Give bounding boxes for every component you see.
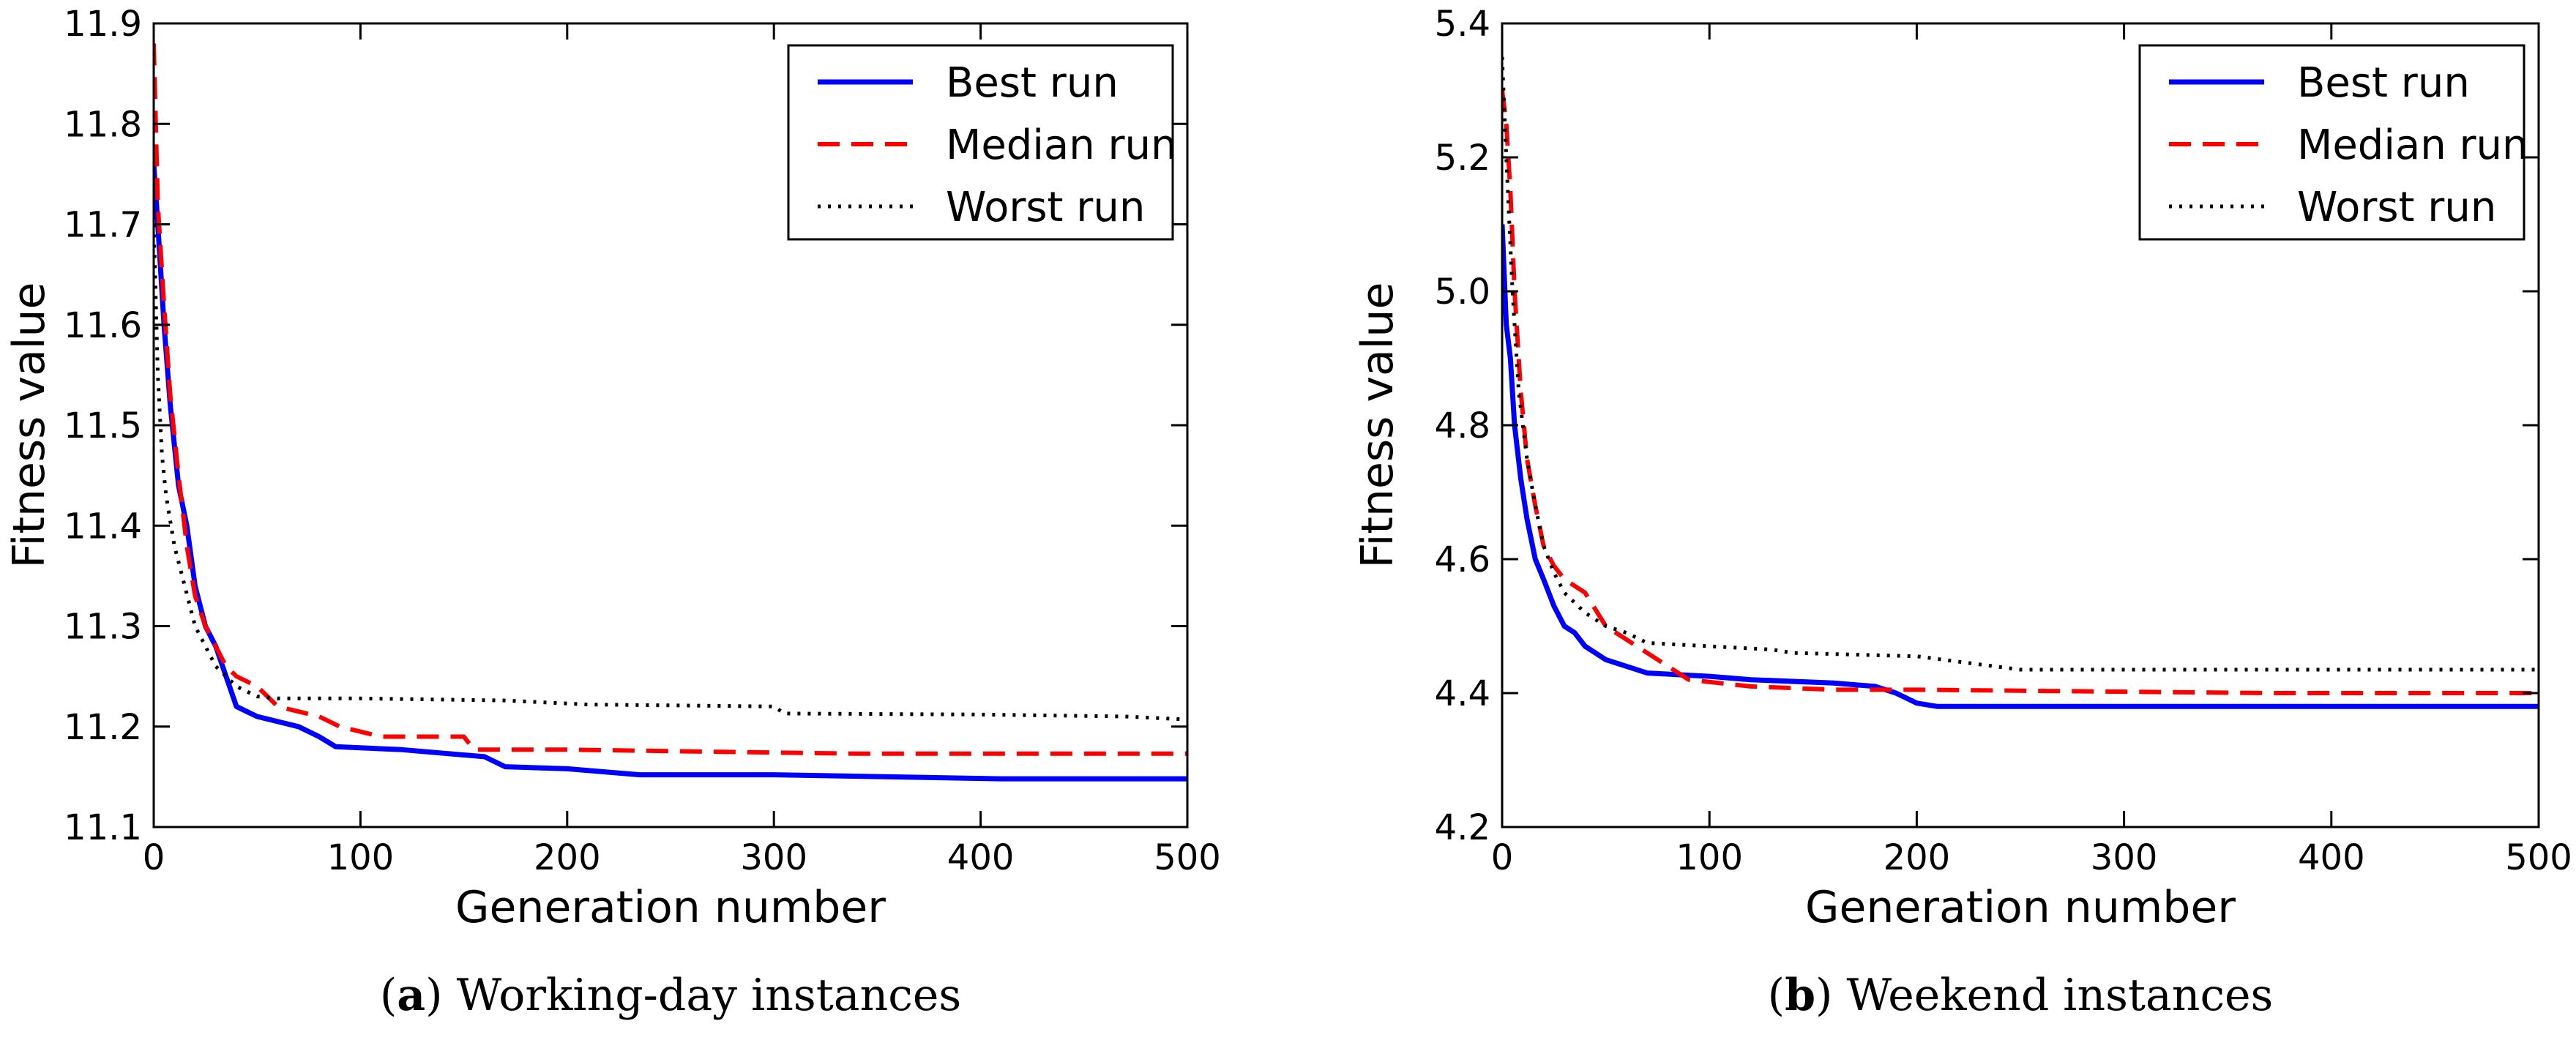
- series-line-best-run: [1502, 224, 2539, 709]
- y-tick-label: 4.4: [1435, 673, 1490, 714]
- y-tick-label: 11.7: [64, 205, 142, 246]
- chart-panel-b: 0 100 200 300 400 500 4.2 4.4 4.6 4.8 5.0 5.2 5.4 Gen…: [1352, 4, 2572, 1021]
- y-tick-label: 5.4: [1435, 4, 1490, 45]
- y-tick-label: 11.2: [64, 707, 142, 748]
- legend-label: Median run: [2297, 121, 2528, 169]
- x-axis-label: Generation number: [1805, 882, 2236, 933]
- series-line-median-run: [1502, 90, 2539, 695]
- legend-label: Worst run: [2297, 184, 2496, 231]
- legend: Best run Median run Worst run: [2138, 44, 2528, 241]
- y-tick-label: 11.4: [64, 506, 142, 547]
- y-tick-label: 5.2: [1435, 138, 1490, 179]
- legend: Best run Median run Worst run: [787, 44, 1177, 241]
- legend-label: Worst run: [946, 184, 1145, 231]
- series-line-best-run: [154, 163, 1187, 782]
- series-group: [154, 43, 1187, 782]
- y-tick-label: 4.8: [1435, 405, 1490, 446]
- x-tick-label: 300: [2091, 837, 2158, 878]
- y-tick-label: 11.6: [64, 305, 142, 346]
- x-axis-label: Generation number: [455, 882, 886, 933]
- y-tick-label: 11.3: [64, 607, 142, 648]
- y-tick-label: 4.2: [1435, 807, 1490, 848]
- y-tick-label: 11.8: [64, 104, 142, 145]
- panel-caption: (a) Working-day instances: [380, 970, 961, 1021]
- x-tick-label: 400: [2298, 837, 2365, 878]
- x-tick-label: 0: [143, 837, 165, 878]
- x-tick-label: 300: [740, 837, 807, 878]
- x-tick-label: 500: [2505, 837, 2572, 878]
- y-tick-label: 11.5: [64, 405, 142, 446]
- y-axis-label: Fitness value: [1352, 283, 1403, 569]
- x-tick-label: 0: [1491, 837, 1514, 878]
- x-tick-label: 400: [947, 837, 1015, 878]
- x-tick-label: 200: [1884, 837, 1951, 878]
- series-group: [1502, 56, 2539, 709]
- series-line-median-run: [154, 43, 1187, 756]
- legend-label: Best run: [946, 59, 1119, 107]
- y-tick-label: 11.9: [64, 4, 142, 45]
- y-tick-label: 4.6: [1435, 539, 1490, 580]
- x-tick-label: 500: [1154, 837, 1221, 878]
- legend-label: Best run: [2297, 59, 2470, 107]
- legend-label: Median run: [946, 121, 1177, 169]
- x-tick-label: 100: [327, 837, 395, 878]
- y-tick-label: 11.1: [64, 807, 142, 848]
- y-tick-label: 5.0: [1435, 272, 1490, 313]
- y-axis-label: Fitness value: [4, 283, 55, 569]
- x-tick-label: 100: [1676, 837, 1743, 878]
- series-line-worst-run: [154, 224, 1187, 722]
- x-tick-label: 200: [534, 837, 601, 878]
- chart-panel-a: 0 100 200 300 400 500 11.1 11.2 11.3 11.4 11.5 11.6…: [4, 4, 1221, 1021]
- panel-caption: (b) Weekend instances: [1768, 970, 2274, 1021]
